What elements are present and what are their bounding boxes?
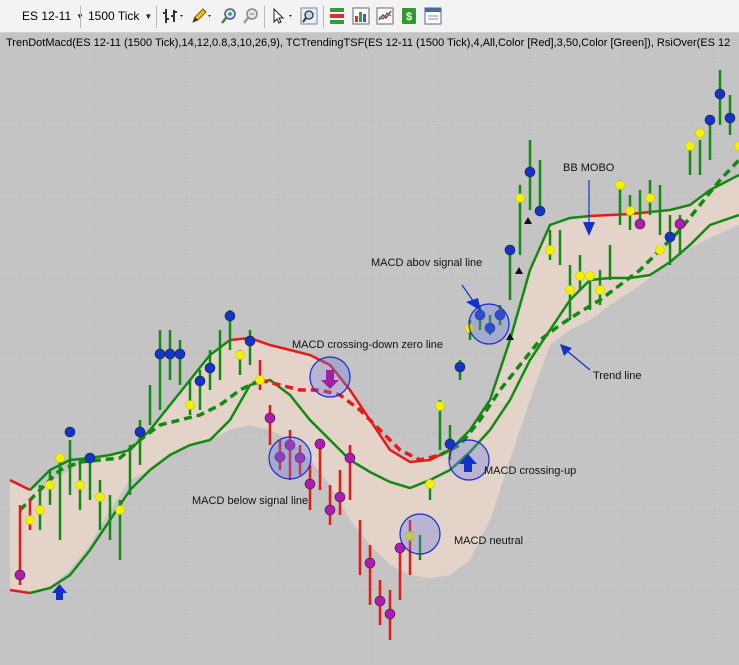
toolbar-divider bbox=[80, 6, 81, 28]
bar-type-icon[interactable] bbox=[162, 7, 186, 25]
trend-dot bbox=[15, 570, 25, 580]
trend-dot bbox=[516, 194, 525, 203]
zoom-out-icon[interactable] bbox=[242, 7, 260, 25]
trend-dot bbox=[165, 349, 175, 359]
annotation-bb-mobo: BB MOBO bbox=[563, 162, 615, 174]
trend-dot bbox=[426, 480, 435, 489]
indicator-legend: TrenDotMacd(ES 12-11 (1500 Tick),14,12,0… bbox=[6, 37, 730, 49]
trend-dot bbox=[155, 349, 165, 359]
trend-dot bbox=[46, 481, 55, 490]
trend-dot bbox=[325, 505, 335, 515]
trend-dot bbox=[116, 506, 125, 515]
trend-dot bbox=[705, 115, 715, 125]
trend-dot bbox=[696, 129, 705, 138]
trend-dot bbox=[525, 167, 535, 177]
trend-dot bbox=[546, 246, 555, 255]
trend-dot bbox=[315, 439, 325, 449]
trend-dot bbox=[375, 596, 385, 606]
trend-dot bbox=[186, 401, 195, 410]
pencil-draw-icon[interactable] bbox=[190, 7, 214, 25]
trend-dot bbox=[135, 427, 145, 437]
cursor-pointer-icon[interactable] bbox=[270, 7, 296, 25]
trend-dot bbox=[36, 506, 45, 515]
trend-dot bbox=[335, 492, 345, 502]
data-box-icon[interactable] bbox=[328, 7, 346, 25]
trend-dot bbox=[76, 481, 85, 490]
chevron-down-icon: ▼ bbox=[144, 12, 152, 21]
annotation-macd-above: MACD abov signal line bbox=[371, 257, 482, 269]
annotation-macd-below: MACD below signal line bbox=[192, 495, 308, 507]
trend-dot bbox=[265, 413, 275, 423]
trend-dot bbox=[225, 311, 235, 321]
trend-dot bbox=[245, 336, 255, 346]
trend-dot bbox=[195, 376, 205, 386]
trend-dot bbox=[305, 479, 315, 489]
instrument-label: ES 12-11 bbox=[22, 9, 71, 23]
svg-text:$: $ bbox=[406, 11, 412, 23]
trend-dot bbox=[586, 272, 595, 281]
chart-properties-icon[interactable] bbox=[352, 7, 370, 25]
trend-dot bbox=[665, 232, 675, 242]
small-up-triangle-icon bbox=[515, 267, 523, 274]
strategy-icon[interactable] bbox=[376, 7, 394, 25]
annotation-macd-down-zero: MACD crossing-down zero line bbox=[292, 339, 443, 351]
trend-dot bbox=[175, 349, 185, 359]
trend-dot bbox=[345, 453, 355, 463]
highlight-circle bbox=[269, 437, 311, 479]
zoom-in-icon[interactable] bbox=[220, 7, 238, 25]
toolbar-divider bbox=[264, 6, 265, 28]
highlight-circle bbox=[400, 514, 440, 554]
trend-dot bbox=[436, 402, 445, 411]
trend-dot bbox=[646, 194, 655, 203]
trend-dot bbox=[656, 246, 665, 255]
trend-dot bbox=[535, 206, 545, 216]
interval-label: 1500 Tick bbox=[88, 9, 139, 23]
interval-selector[interactable]: 1500 Tick ▼ bbox=[88, 6, 152, 26]
annotation-macd-crossing-up: MACD crossing-up bbox=[484, 465, 576, 477]
trend-dot bbox=[735, 142, 739, 151]
trend-dot bbox=[686, 142, 695, 151]
trend-dot bbox=[505, 245, 515, 255]
trend-dot bbox=[85, 453, 95, 463]
trend-dot bbox=[65, 427, 75, 437]
chart-toolbar: ES 12-11 ▼ 1500 Tick ▼ bbox=[0, 0, 739, 33]
trend-dot bbox=[56, 454, 65, 463]
trend-dot bbox=[566, 286, 575, 295]
small-up-triangle-icon bbox=[524, 217, 532, 224]
instrument-selector[interactable]: ES 12-11 ▼ bbox=[22, 6, 84, 26]
annotation-macd-neutral: MACD neutral bbox=[454, 535, 523, 547]
magnifier-icon[interactable] bbox=[300, 7, 318, 25]
trend-dot bbox=[725, 113, 735, 123]
trend-dot bbox=[576, 272, 585, 281]
trend-dot bbox=[626, 207, 635, 216]
trend-dot bbox=[616, 181, 625, 190]
trend-dot bbox=[596, 286, 605, 295]
trend-dot bbox=[96, 493, 105, 502]
highlight-circle bbox=[469, 304, 509, 344]
trend-dot bbox=[455, 362, 465, 372]
annotation-trend-line: Trend line bbox=[593, 370, 642, 382]
trend-dot bbox=[205, 363, 215, 373]
price-chart[interactable]: BB MOBO MACD abov signal line MACD cross… bbox=[0, 33, 739, 660]
trend-dot bbox=[236, 351, 245, 360]
trend-dot bbox=[635, 219, 645, 229]
trend-dot bbox=[385, 609, 395, 619]
chart-panel[interactable]: BB MOBO MACD abov signal line MACD cross… bbox=[0, 33, 739, 660]
toolbar-divider bbox=[323, 6, 324, 28]
toolbar-divider bbox=[156, 6, 157, 28]
money-icon[interactable]: $ bbox=[400, 7, 418, 25]
trend-dot bbox=[365, 558, 375, 568]
trend-dot bbox=[256, 376, 265, 385]
properties-window-icon[interactable] bbox=[424, 7, 442, 25]
trend-dot bbox=[675, 219, 685, 229]
trend-dot bbox=[26, 516, 35, 525]
trend-dot bbox=[715, 89, 725, 99]
